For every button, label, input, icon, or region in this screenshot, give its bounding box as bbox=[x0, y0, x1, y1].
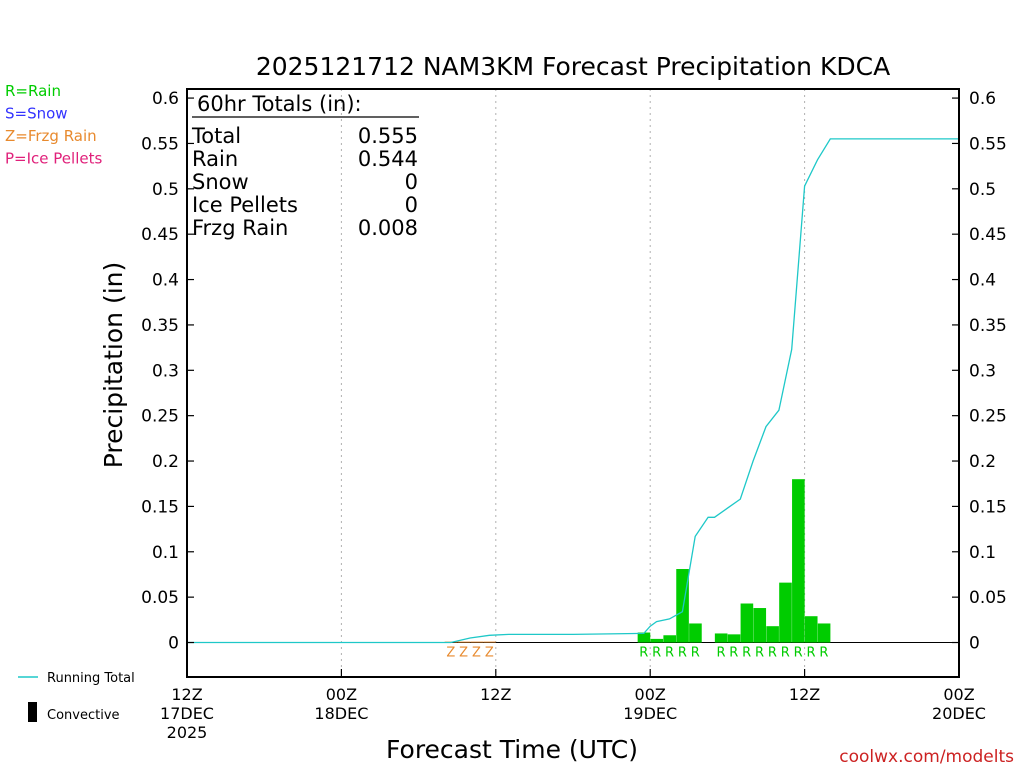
x-tick-label: 12Z bbox=[789, 685, 820, 704]
ptype-legend-frzg-rain: Z=Frzg Rain bbox=[5, 127, 97, 145]
y-tick-label-left: 0.6 bbox=[152, 89, 179, 109]
running-total-line bbox=[187, 138, 959, 644]
ptype-label: R bbox=[781, 646, 790, 661]
totals-title: 60hr Totals (in): bbox=[197, 92, 362, 116]
y-tick-label-left: 0.25 bbox=[141, 407, 179, 427]
ptype-legend-snow: S=Snow bbox=[5, 105, 68, 123]
totals-row-value: 0.008 bbox=[358, 216, 418, 240]
ptype-label: Z bbox=[446, 646, 455, 661]
ptype-label: R bbox=[755, 646, 764, 661]
y-tick-label-left: 0.4 bbox=[152, 271, 179, 291]
convective-legend-label: Convective bbox=[47, 708, 120, 723]
y-tick-label-right: 0.45 bbox=[969, 225, 1007, 245]
precip-bar bbox=[689, 623, 702, 643]
precip-bar bbox=[727, 634, 741, 643]
y-tick-label-left: 0.1 bbox=[152, 543, 179, 563]
ptype-label: R bbox=[819, 646, 828, 661]
ptype-label: R bbox=[678, 646, 687, 661]
precip-bar bbox=[663, 635, 676, 643]
chart-title: 2025121712 NAM3KM Forecast Precipitation… bbox=[256, 52, 890, 81]
ptype-label: R bbox=[716, 646, 725, 661]
y-tick-label-right: 0.25 bbox=[969, 407, 1007, 427]
running-total-legend-label: Running Total bbox=[47, 671, 135, 686]
y-tick-label-right: 0.5 bbox=[969, 180, 996, 200]
y-tick-label-left: 0.15 bbox=[141, 497, 179, 517]
y-tick-label-right: 0.05 bbox=[969, 588, 1007, 608]
y-tick-label-right: 0 bbox=[969, 634, 980, 654]
totals-row-value: 0 bbox=[405, 170, 418, 194]
ptype-label: R bbox=[691, 646, 700, 661]
y-tick-label-right: 0.3 bbox=[969, 361, 996, 381]
convective-legend-swatch bbox=[28, 702, 37, 722]
ptype-label: R bbox=[742, 646, 751, 661]
totals-row-value: 0.555 bbox=[358, 124, 418, 148]
ptype-label: R bbox=[729, 646, 738, 661]
x-tick-label: 12Z 17DEC 2025 bbox=[160, 685, 214, 742]
totals-box: 60hr Totals (in): Total 0.555 Rain 0.544 Sno… bbox=[191, 92, 419, 240]
y-tick-label-left: 0.05 bbox=[141, 588, 179, 608]
x-axis-label: Forecast Time (UTC) bbox=[386, 735, 638, 764]
precip-bar bbox=[753, 608, 767, 643]
y-tick-label-right: 0.15 bbox=[969, 497, 1007, 517]
y-tick-label-left: 0.2 bbox=[152, 452, 179, 472]
y-tick-label-right: 0.4 bbox=[969, 271, 996, 291]
precip-bar bbox=[817, 623, 831, 643]
totals-row-value: 0 bbox=[405, 193, 418, 217]
y-tick-label-left: 0 bbox=[168, 634, 179, 654]
y-tick-label-left: 0.35 bbox=[141, 316, 179, 336]
precip-bar bbox=[804, 616, 818, 643]
totals-row-value: 0.544 bbox=[358, 147, 418, 171]
precip-bar bbox=[766, 626, 779, 643]
totals-row-label: Total bbox=[191, 124, 241, 148]
precip-bar bbox=[779, 582, 792, 643]
ptype-legend-rain: R=Rain bbox=[5, 82, 61, 100]
plot-area: Z Z Z Z R R R R R R R R R R R R R R0 00.05 0.050.1 0.10.15 0.… bbox=[141, 88, 1007, 742]
x-tick-label: 12Z bbox=[480, 685, 511, 704]
y-tick-label-right: 0.35 bbox=[969, 316, 1007, 336]
y-tick-label-right: 0.55 bbox=[969, 134, 1007, 154]
ptype-label: R bbox=[665, 646, 674, 661]
x-tick-label: 00Z 19DEC bbox=[623, 685, 677, 723]
x-tick-label: 00Z 18DEC bbox=[314, 685, 368, 723]
watermark: coolwx.com/modelts bbox=[839, 747, 1014, 767]
ptype-legend-ice-pellets: P=Ice Pellets bbox=[5, 150, 102, 168]
ptype-label: R bbox=[794, 646, 803, 661]
precip-bar bbox=[740, 603, 754, 643]
precip-bar bbox=[483, 641, 496, 643]
y-tick-label-right: 0.1 bbox=[969, 543, 996, 563]
precip-bar bbox=[650, 638, 664, 643]
plot-frame bbox=[186, 88, 960, 678]
ptype-label: R bbox=[652, 646, 661, 661]
ptype-label: Z bbox=[485, 646, 494, 661]
y-tick-label-right: 0.6 bbox=[969, 89, 996, 109]
y-tick-label-right: 0.2 bbox=[969, 452, 996, 472]
precip-bar bbox=[714, 633, 728, 643]
totals-row-label: Frzg Rain bbox=[192, 216, 288, 240]
y-tick-label-left: 0.3 bbox=[152, 361, 179, 381]
ptype-label: R bbox=[639, 646, 648, 661]
ptype-label: R bbox=[807, 646, 816, 661]
precip-bar bbox=[792, 479, 805, 643]
totals-row-label: Ice Pellets bbox=[192, 193, 298, 217]
y-tick-label-left: 0.55 bbox=[141, 134, 179, 154]
ptype-legend: R=Rain S=Snow Z=Frzg Rain P=Ice Pellets bbox=[5, 82, 102, 168]
ptype-label: R bbox=[768, 646, 777, 661]
precip-bar bbox=[470, 641, 483, 643]
precip-bar bbox=[637, 632, 651, 643]
y-tick-label-left: 0.5 bbox=[152, 180, 179, 200]
precip-bar bbox=[457, 641, 471, 643]
ptype-label: Z bbox=[472, 646, 481, 661]
totals-row-label: Snow bbox=[192, 170, 249, 194]
totals-row-label: Rain bbox=[192, 147, 238, 171]
ptype-label: Z bbox=[459, 646, 468, 661]
x-tick-label: 00Z 20DEC bbox=[932, 685, 986, 723]
y-axis-label: Precipitation (in) bbox=[99, 262, 128, 469]
y-tick-label-left: 0.45 bbox=[141, 225, 179, 245]
precip-bar bbox=[676, 569, 689, 643]
